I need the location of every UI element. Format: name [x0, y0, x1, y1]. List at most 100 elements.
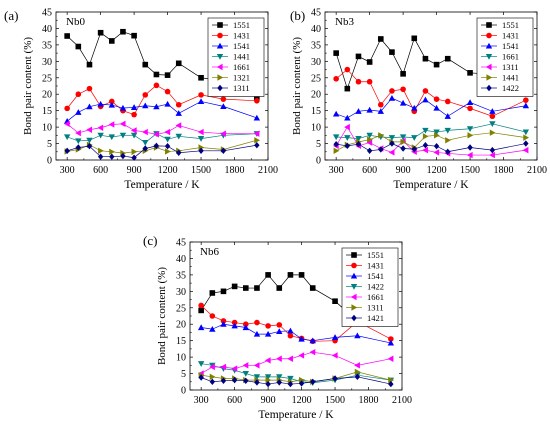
legend-marker — [485, 63, 492, 71]
data-point — [108, 134, 115, 141]
data-point — [231, 322, 238, 329]
data-point — [86, 142, 93, 150]
data-point — [254, 142, 260, 149]
data-point — [86, 126, 93, 133]
data-point — [354, 368, 361, 376]
data-point — [175, 101, 182, 108]
legend-label: 1661 — [502, 52, 519, 62]
data-point — [388, 94, 396, 101]
data-point — [331, 334, 339, 340]
data-point — [197, 361, 205, 367]
x-tick-label: 2100 — [392, 395, 412, 406]
data-point — [198, 307, 204, 314]
data-point — [355, 78, 362, 85]
data-point — [242, 370, 249, 377]
data-point — [164, 142, 171, 150]
series-line — [200, 351, 391, 374]
data-point — [231, 283, 238, 290]
data-point — [276, 322, 283, 328]
legend-marker — [350, 283, 358, 290]
data-point — [97, 132, 104, 139]
panel-label: (a) — [4, 8, 18, 23]
data-point — [253, 330, 261, 337]
data-point — [220, 103, 227, 109]
y-tick-label: 40 — [42, 24, 52, 35]
data-point — [411, 145, 417, 153]
y-tick-label: 25 — [311, 73, 321, 84]
data-point — [131, 111, 137, 118]
x-axis-label: Temperature / K — [258, 409, 334, 421]
data-point — [242, 285, 249, 291]
data-point — [254, 379, 260, 386]
data-point — [522, 146, 529, 154]
series-line — [66, 123, 257, 135]
chart-panel: (a) 0 5 10 15 20 25 30 35 40 45 300 600 900 1200 1500 18… — [4, 8, 278, 192]
y-tick-label: 15 — [176, 336, 186, 347]
data-point — [120, 152, 126, 160]
data-point — [165, 148, 171, 155]
legend-marker — [351, 252, 357, 258]
data-point — [276, 355, 282, 362]
data-point — [153, 131, 159, 138]
data-point — [332, 134, 340, 141]
data-point — [344, 135, 351, 141]
data-point — [209, 378, 216, 385]
y-tick-label: 20 — [176, 320, 186, 331]
x-tick-label: 1500 — [191, 165, 211, 176]
series-1321 — [64, 137, 261, 157]
legend-label: 1311 — [233, 83, 250, 93]
series-1541 — [197, 321, 395, 346]
data-point — [242, 362, 249, 369]
chart-panel: (c) 0 5 10 15 20 25 30 35 40 45 300 600 900 1200 1500 18… — [143, 233, 412, 421]
data-point — [209, 363, 215, 371]
y-tick-label: 15 — [42, 106, 52, 117]
data-point — [276, 379, 282, 386]
data-point — [489, 129, 496, 136]
data-point — [467, 132, 474, 139]
y-axis-label: Bond pair content (%) — [156, 267, 168, 365]
data-point — [309, 285, 316, 291]
chart-title: Nb6 — [200, 246, 219, 258]
y-tick-label: 10 — [176, 353, 186, 364]
y-tick-label: 35 — [176, 270, 186, 281]
legend-box — [207, 17, 265, 97]
data-point — [354, 362, 360, 369]
data-point — [489, 121, 496, 128]
legend-marker — [485, 42, 493, 49]
series-line — [201, 323, 391, 344]
data-point — [254, 137, 261, 144]
data-point — [220, 288, 227, 295]
data-point — [444, 55, 451, 62]
data-point — [400, 145, 406, 152]
data-point — [467, 144, 473, 151]
y-tick-label: 35 — [311, 40, 321, 51]
y-tick-label: 30 — [176, 287, 186, 298]
data-point — [254, 94, 260, 101]
data-point — [276, 328, 283, 335]
data-point — [175, 110, 182, 116]
data-point — [243, 377, 249, 384]
data-point — [120, 28, 126, 35]
data-point — [333, 50, 339, 56]
data-point — [97, 100, 104, 107]
data-point — [197, 128, 204, 136]
data-point — [378, 132, 384, 139]
legend-marker — [217, 84, 223, 92]
data-point — [387, 355, 394, 362]
data-point — [75, 91, 82, 98]
data-point — [97, 124, 104, 131]
data-point — [333, 147, 340, 154]
x-tick-label: 300 — [194, 395, 209, 406]
y-tick-label: 40 — [176, 254, 186, 265]
x-tick-label: 1200 — [292, 395, 312, 406]
legend-marker — [350, 293, 357, 301]
data-point — [242, 321, 249, 328]
series-1661 — [332, 121, 530, 142]
series-line — [67, 139, 257, 154]
data-point — [264, 374, 272, 381]
data-point — [176, 149, 182, 156]
data-point — [231, 319, 238, 326]
data-point — [75, 138, 82, 145]
data-point — [411, 104, 418, 111]
data-point — [108, 98, 115, 105]
